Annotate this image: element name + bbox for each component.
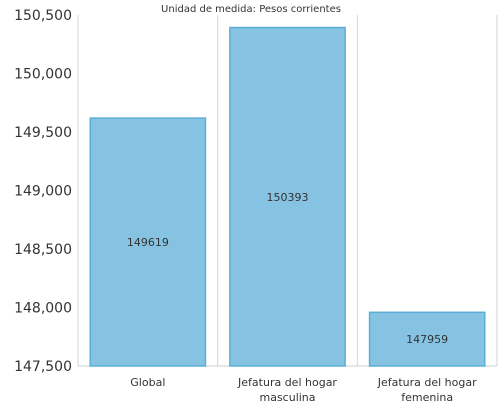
data-label: 150393 <box>267 191 309 204</box>
data-label: 149619 <box>127 236 169 249</box>
x-axis-ticks: Global Jefatura del hogar masculina Jefatur… <box>130 376 477 404</box>
data-labels: 149619 150393 147959 <box>127 191 448 346</box>
bar <box>229 26 346 367</box>
x-tick-label: Global <box>130 376 165 389</box>
bar <box>89 117 207 367</box>
x-tick-label: Jefatura del hogar femenina <box>377 376 477 404</box>
bars <box>89 26 486 367</box>
y-tick-label: 149,000 <box>14 184 72 200</box>
y-tick-label: 148,500 <box>14 242 72 258</box>
x-tick-label: Jefatura del hogar masculina <box>237 376 337 404</box>
chart-subtitle: Unidad de medida: Pesos corrientes <box>161 4 341 15</box>
y-tick-label: 149,500 <box>14 125 72 141</box>
bar <box>368 311 486 367</box>
y-tick-label: 150,000 <box>14 67 72 83</box>
y-tick-label: 148,000 <box>14 301 72 317</box>
y-axis-ticks: 147,500 148,000 148,500 149,000 149,500 150,0… <box>14 8 72 375</box>
y-tick-label: 150,500 <box>14 8 72 24</box>
data-label: 147959 <box>406 333 448 346</box>
y-tick-label: 147,500 <box>14 359 72 375</box>
